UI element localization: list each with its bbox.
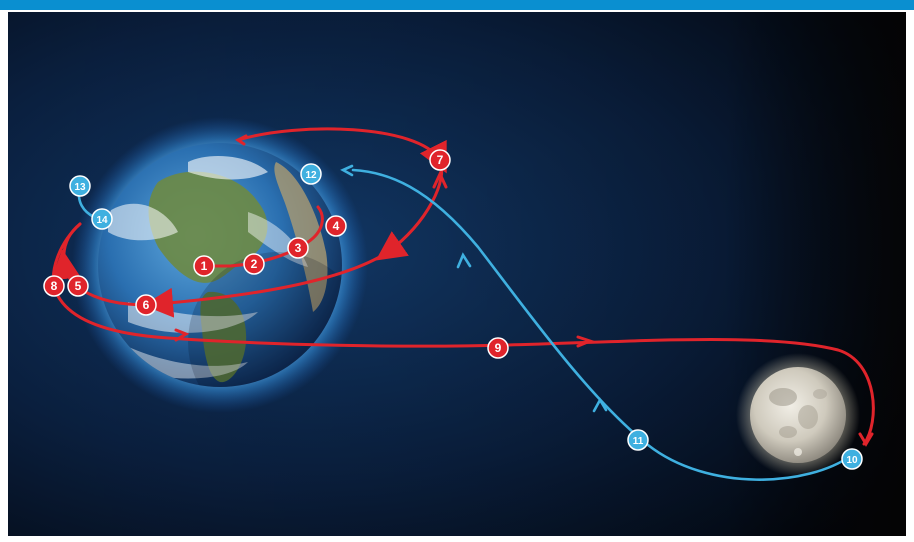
waypoint-marker-11: 11	[627, 429, 649, 451]
waypoint-marker-12: 12	[300, 163, 322, 185]
high-earth-orbit-path	[50, 127, 447, 318]
waypoint-marker-label: 11	[633, 436, 644, 447]
waypoint-marker-1: 1	[193, 255, 215, 277]
waypoint-marker-label: 10	[846, 455, 858, 466]
waypoint-marker-circle	[487, 337, 509, 359]
waypoint-marker-circle	[300, 163, 322, 185]
waypoint-marker-circle	[243, 253, 265, 275]
waypoint-marker-13: 13	[69, 175, 91, 197]
arrow-head-return-earth	[340, 164, 354, 177]
waypoint-marker-label: 9	[495, 341, 502, 355]
arrow-head-flyby	[858, 432, 874, 447]
waypoint-marker-label: 7	[437, 153, 444, 167]
moon-icon	[736, 353, 860, 477]
moon-craters	[769, 388, 827, 456]
arrow-head-return-low	[592, 397, 608, 413]
waypoint-marker-label: 13	[74, 182, 86, 193]
waypoint-marker-circle	[841, 448, 863, 470]
waypoint-marker-circle	[429, 149, 451, 171]
arrow-head-up	[432, 170, 448, 189]
waypoint-marker-label: 14	[96, 215, 108, 226]
mission-trajectory-diagram: 1 2 3 4 5 6 7 8 9 10 11 12 13 14	[8, 12, 906, 536]
arrow-head-orbit	[235, 134, 248, 146]
waypoint-marker-3: 3	[287, 237, 309, 259]
trans-earth-path	[351, 168, 854, 481]
waypoint-marker-4: 4	[325, 215, 347, 237]
waypoint-marker-label: 12	[305, 170, 317, 181]
waypoint-marker-label: 4	[333, 219, 340, 233]
waypoint-marker-8: 8	[43, 275, 65, 297]
waypoint-marker-9: 9	[487, 337, 509, 359]
waypoint-marker-7: 7	[429, 149, 451, 171]
arrow-head-east	[174, 328, 190, 342]
waypoint-marker-14: 14	[91, 208, 113, 230]
waypoint-marker-10: 10	[841, 448, 863, 470]
waypoint-marker-2: 2	[243, 253, 265, 275]
waypoint-marker-circle	[135, 294, 157, 316]
waypoint-marker-label: 8	[51, 279, 58, 293]
waypoint-marker-circle	[325, 215, 347, 237]
waypoint-marker-circle	[67, 275, 89, 297]
waypoint-marker-label: 2	[251, 257, 258, 271]
waypoint-marker-circle	[43, 275, 65, 297]
waypoint-marker-label: 3	[295, 241, 302, 255]
waypoint-marker-circle	[287, 237, 309, 259]
waypoint-marker-5: 5	[67, 275, 89, 297]
waypoint-marker-label: 5	[75, 279, 82, 293]
waypoint-marker-circle	[627, 429, 649, 451]
arrow-head-return-mid	[456, 252, 472, 269]
waypoint-marker-circle	[91, 208, 113, 230]
waypoint-marker-6: 6	[135, 294, 157, 316]
arrow-head-moon	[576, 335, 595, 348]
waypoint-marker-circle	[69, 175, 91, 197]
translunar-path	[52, 222, 875, 446]
return-trajectory	[77, 164, 854, 481]
waypoint-marker-circle	[193, 255, 215, 277]
waypoint-marker-label: 6	[143, 298, 150, 312]
top-accent-bar	[0, 0, 914, 10]
waypoint-marker-label: 1	[201, 259, 208, 273]
